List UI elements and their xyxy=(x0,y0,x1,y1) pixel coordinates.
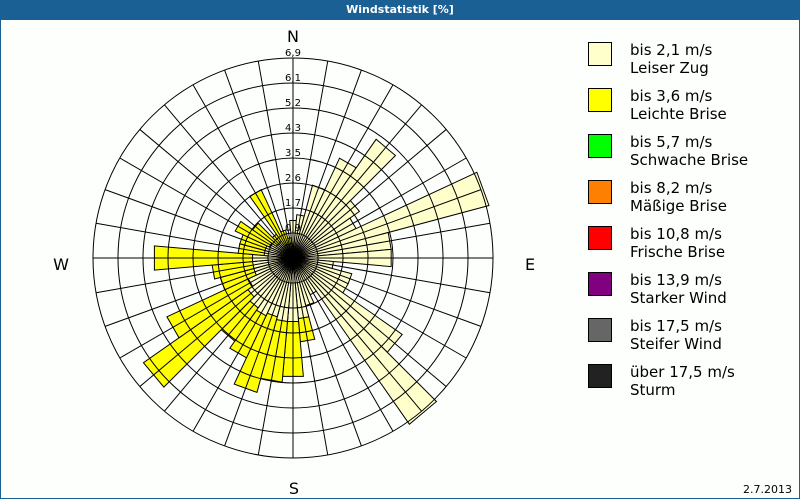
legend-swatch xyxy=(588,364,612,388)
wind-rose-chart: 0,9 1,7 2,6 3,5 4,3 5,2 6,1 6,9 N E S W xyxy=(53,27,535,498)
compass-west-label: W xyxy=(53,255,69,274)
ring-label: 6,1 xyxy=(285,73,301,84)
wind-rose-wedges xyxy=(142,138,490,425)
wind-rose-grid xyxy=(92,57,494,459)
legend-speed: bis 3,6 m/s xyxy=(630,87,713,105)
legend-speed: bis 17,5 m/s xyxy=(630,317,722,335)
window-title: Windstatistik [%] xyxy=(0,0,800,20)
legend-label: Starker Wind xyxy=(630,289,727,307)
legend-speed: bis 5,7 m/s xyxy=(630,133,713,151)
compass-south-label: S xyxy=(289,479,299,498)
legend-swatch xyxy=(588,226,612,250)
legend-speed: über 17,5 m/s xyxy=(630,363,735,381)
legend-swatch xyxy=(588,88,612,112)
compass-east-label: E xyxy=(525,255,535,274)
legend-label: Schwache Brise xyxy=(630,151,749,169)
wind-wedge xyxy=(292,257,438,425)
ring-label: 1,7 xyxy=(285,198,301,209)
ring-label: 4,3 xyxy=(285,123,301,134)
legend-label: Sturm xyxy=(630,381,676,399)
legend-speed: bis 2,1 m/s xyxy=(630,41,713,59)
legend-label: Leiser Zug xyxy=(630,59,709,77)
legend-swatch xyxy=(588,180,612,204)
chart-date: 2.7.2013 xyxy=(743,483,792,496)
legend-label: Frische Brise xyxy=(630,243,726,261)
legend-swatch xyxy=(588,134,612,158)
ring-labels: 0,9 1,7 2,6 3,5 4,3 5,2 6,1 6,9 xyxy=(285,48,301,234)
legend-label: Mäßige Brise xyxy=(630,197,727,215)
legend-speed: bis 13,9 m/s xyxy=(630,271,722,289)
legend-swatch xyxy=(588,272,612,296)
ring-label: 3,5 xyxy=(285,148,301,159)
legend-label: Steifer Wind xyxy=(630,335,722,353)
legend-label: Leichte Brise xyxy=(630,105,727,123)
legend-speed: bis 8,2 m/s xyxy=(630,179,713,197)
ring-label: 6,9 xyxy=(285,48,301,59)
legend-speed: bis 10,8 m/s xyxy=(630,225,722,243)
ring-label: 2,6 xyxy=(285,173,301,184)
ring-label: 5,2 xyxy=(285,98,301,109)
compass-north-label: N xyxy=(287,27,299,46)
ring-label: 0,9 xyxy=(285,223,301,234)
wind-wedge xyxy=(292,171,490,259)
legend-swatch xyxy=(588,42,612,66)
legend-swatch xyxy=(588,318,612,342)
